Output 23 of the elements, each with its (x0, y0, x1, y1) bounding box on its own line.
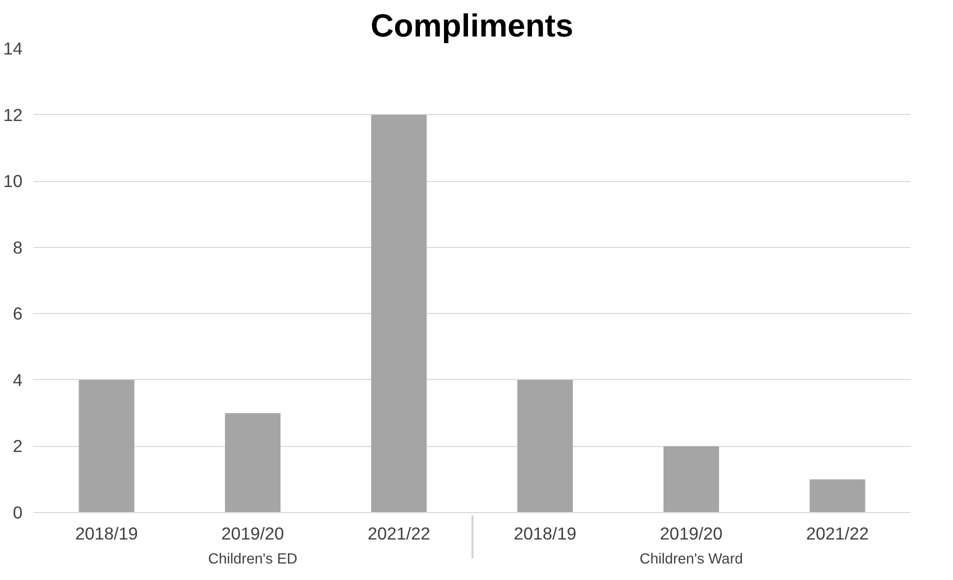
x-tick-label: 2018/19 (75, 524, 138, 544)
y-tick-label: 8 (12, 237, 23, 258)
y-tick-label: 2 (12, 436, 23, 456)
bar (517, 380, 573, 512)
bar (224, 413, 281, 512)
text: Children's Ward (640, 552, 743, 568)
bar (371, 114, 427, 512)
y-tick-label: 12 (3, 104, 23, 125)
x-tick-label: 2019/20 (660, 524, 723, 544)
x-tick-label: 2021/22 (806, 524, 869, 544)
x-tick-label: 2021/22 (368, 524, 430, 544)
bar (810, 479, 866, 512)
bar (78, 380, 134, 512)
text: Children's ED (208, 552, 298, 568)
y-tick-label: 10 (3, 171, 23, 192)
y-tick-label: 0 (12, 502, 23, 522)
y-tick-label: 6 (12, 304, 23, 324)
y-tick-label: 4 (12, 370, 23, 390)
y-tick-label: 14 (3, 38, 23, 58)
bar (663, 446, 720, 512)
chart-title: Compliments (370, 8, 574, 44)
x-tick-label: 2019/20 (221, 524, 284, 544)
x-tick-label: 2018/19 (514, 524, 576, 544)
